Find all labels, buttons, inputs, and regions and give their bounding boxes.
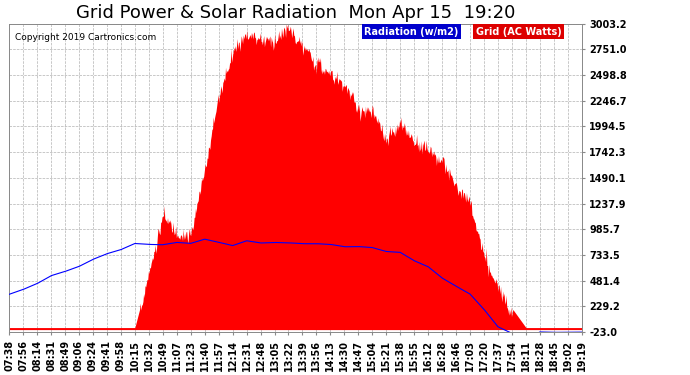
Title: Grid Power & Solar Radiation  Mon Apr 15  19:20: Grid Power & Solar Radiation Mon Apr 15 … [76,4,515,22]
Text: Grid (AC Watts): Grid (AC Watts) [476,27,562,37]
Text: Copyright 2019 Cartronics.com: Copyright 2019 Cartronics.com [15,33,156,42]
Text: Radiation (w/m2): Radiation (w/m2) [364,27,459,37]
